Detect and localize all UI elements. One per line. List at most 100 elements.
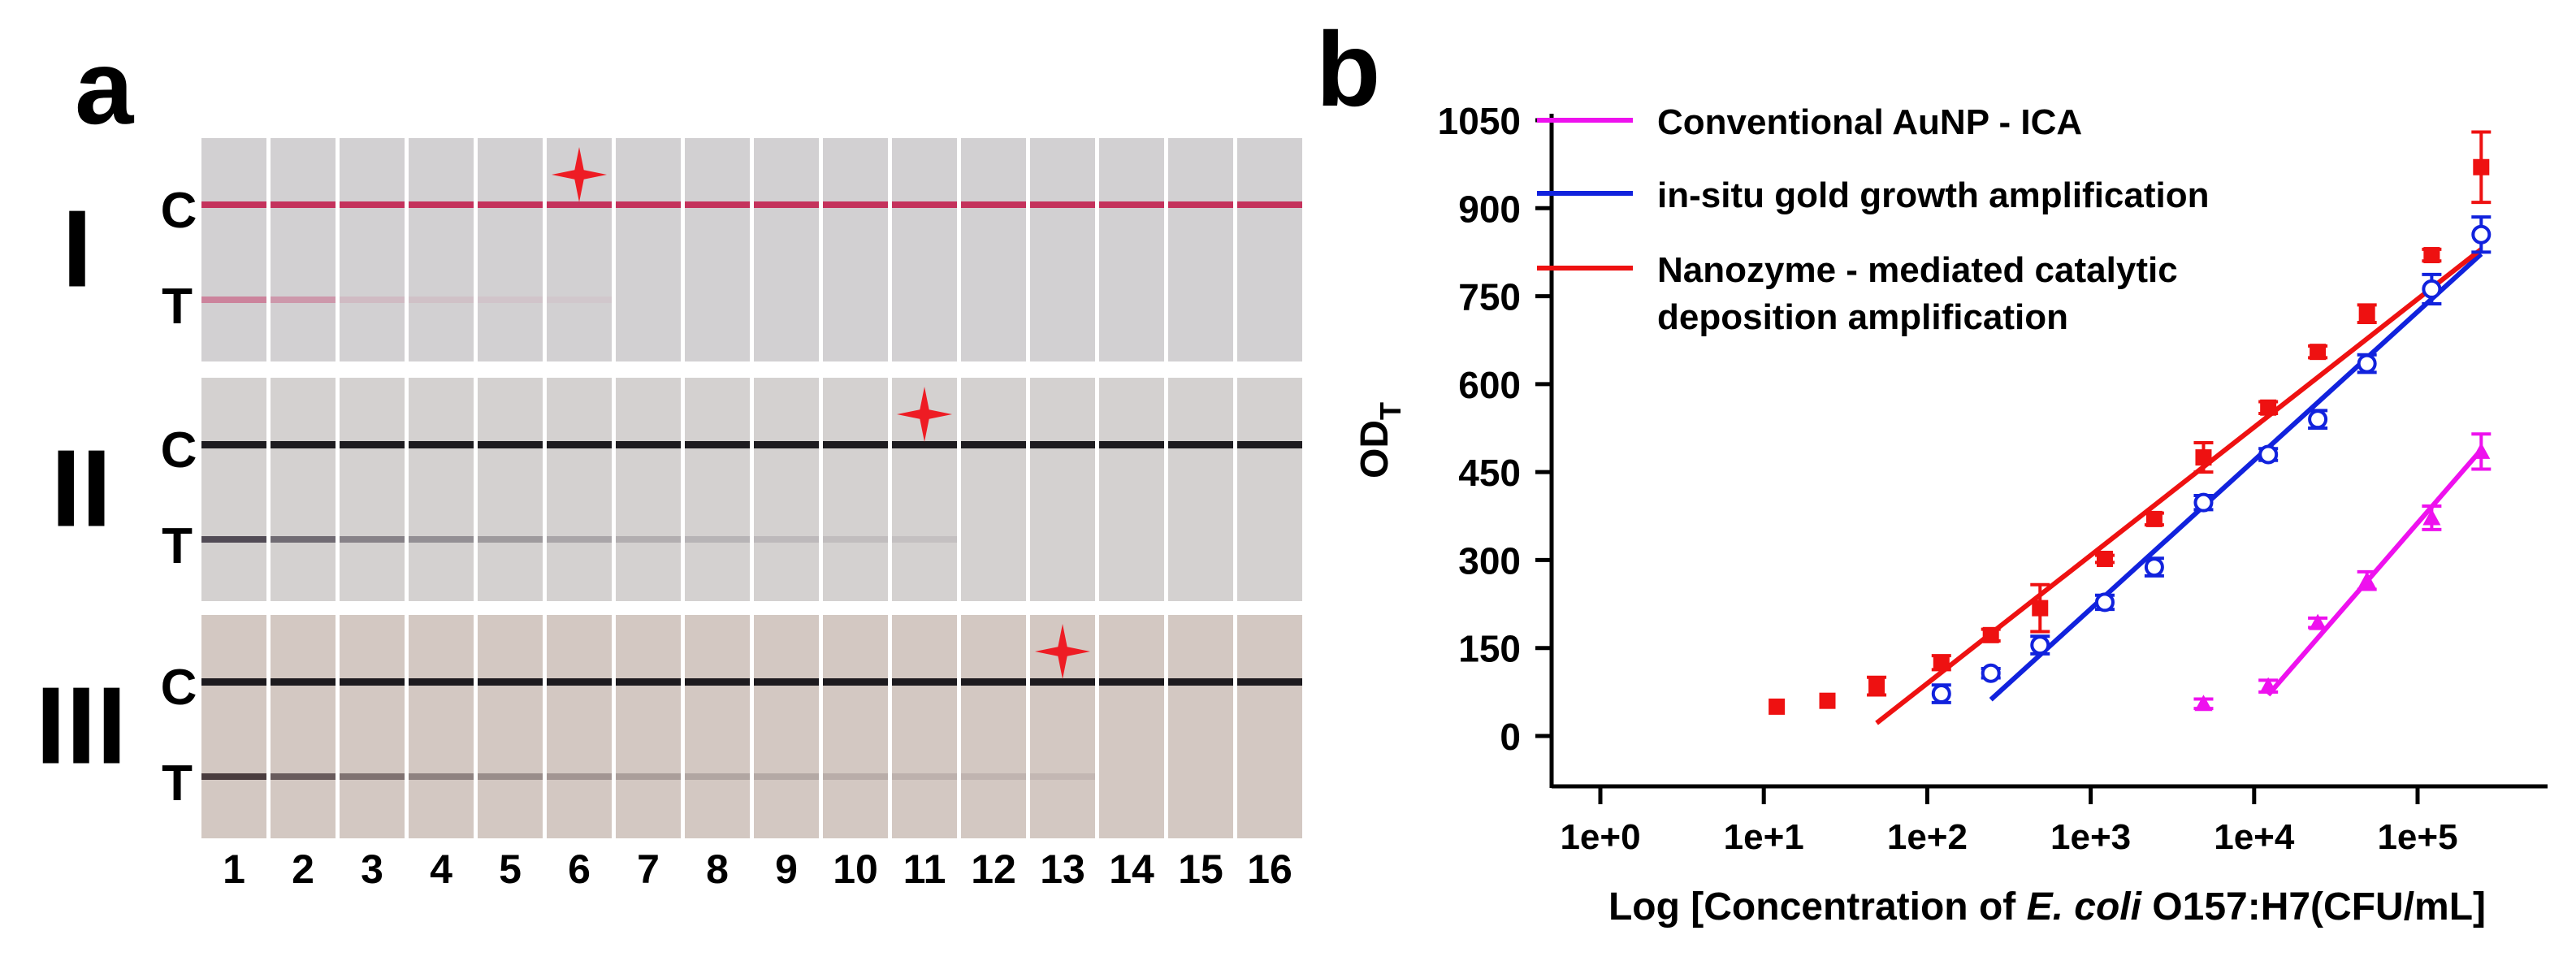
lane-number: 6 [568,846,591,892]
test-strip [340,615,405,838]
test-band [340,773,405,780]
data-point-square [1982,626,1999,643]
test-band [892,536,957,543]
lane-number: 7 [637,846,660,892]
lane-labels: 1 2 3 4 5 6 7 8 9 10 11 12 13 14 15 16 [223,846,1292,892]
y-tick-label: 750 [1458,276,1521,318]
control-band [1030,678,1095,686]
test-band [478,536,543,543]
test-strip [1237,378,1302,601]
test-band [340,297,405,303]
panel-a-label: a [75,28,135,146]
test-strip [340,378,405,601]
control-band [340,201,405,208]
legend: Conventional AuNP - ICA in-situ gold grow… [1537,102,2210,337]
y-axis-label: ODT [1353,402,1407,478]
test-strip [616,378,681,601]
control-band [616,441,681,448]
lane-number: 8 [706,846,729,892]
test-band [340,536,405,543]
y-tick-label: 0 [1500,716,1521,758]
test-band [685,536,750,543]
band-c-label: C [161,422,197,478]
test-strip [685,138,750,361]
data-markers [1769,130,2492,715]
control-band [961,201,1026,208]
control-band [616,678,681,686]
test-band [547,773,612,780]
y-axis-label-main: OD [1353,420,1396,478]
data-point-circle [2193,492,2214,513]
test-band [961,773,1026,780]
test-strip [1099,615,1164,838]
band-t-label: T [162,755,193,812]
lane-number: 9 [775,846,798,892]
x-tick-label: 1e+4 [2214,817,2295,857]
test-strip [754,378,819,601]
test-band [271,536,336,543]
test-strip [478,615,543,838]
test-band [754,536,819,543]
lane-number: 11 [903,846,946,892]
y-axis-label-sub: T [1374,402,1407,420]
x-axis-label-italic: E. coli [2027,885,2143,929]
legend-label-1: Conventional AuNP - ICA [1657,102,2082,142]
control-band [892,441,957,448]
control-band [340,441,405,448]
test-strip [754,615,819,838]
test-strip [409,615,474,838]
control-band [1168,678,1233,686]
control-band [1099,441,1164,448]
x-ticks: 1e+0 1e+1 1e+2 1e+3 1e+4 1e+5 [1560,786,2458,857]
legend-label-3-line2: deposition amplification [1657,297,2068,337]
control-band [961,441,1026,448]
test-strip [547,615,612,838]
x-axis-label-post: O157:H7(CFU/mL] [2141,885,2486,929]
test-strip [201,138,266,361]
row-roman-label: II [50,427,111,550]
control-band [1030,441,1095,448]
test-strip [616,615,681,838]
test-strip [1030,378,1095,601]
test-band [201,536,266,543]
test-strip [1237,615,1302,838]
lane-number: 5 [499,846,522,892]
data-point-circle [1981,663,2001,683]
test-band [685,773,750,780]
x-axis-label-pre: Log [Concentration of [1608,885,2027,929]
legend-label-2: in-situ gold growth amplification [1657,175,2210,215]
test-band [409,536,474,543]
data-point-circle [2422,279,2442,299]
test-strip [547,378,612,601]
data-point-circle [2030,635,2050,656]
data-point-circle [2258,444,2279,465]
test-band [547,297,612,303]
control-band [892,678,957,686]
y-tick-label: 1050 [1438,100,1521,142]
data-point-triangle [2422,509,2441,526]
test-band [547,536,612,543]
control-band [478,678,543,686]
control-band [754,441,819,448]
detection-limit-star-icon [1035,624,1090,679]
y-tick-label: 900 [1458,188,1521,230]
control-band [685,441,750,448]
test-strip [340,138,405,361]
strip-row-3: III CT [36,615,1302,838]
test-band [478,773,543,780]
test-band [616,536,681,543]
control-band [271,201,336,208]
data-point-square [2358,305,2375,322]
legend-label-3: Nanozyme - mediated catalytic [1657,250,2178,290]
test-strip [1168,138,1233,361]
band-c-label: C [161,183,197,239]
strip-row-1: I CT [62,138,1302,361]
data-point-square [2260,399,2277,416]
control-band [547,441,612,448]
test-strip [271,615,336,838]
band-c-label: C [161,660,197,716]
data-point-square [2032,600,2049,617]
test-strip [1237,138,1302,361]
test-strip [823,615,888,838]
